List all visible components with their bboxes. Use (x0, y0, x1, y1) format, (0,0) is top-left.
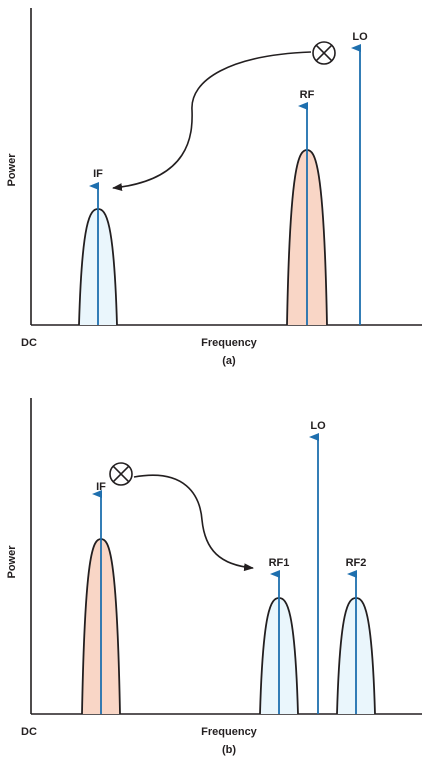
panel-a-caption: (a) (222, 355, 236, 367)
panel-a-origin-label: DC (21, 337, 37, 349)
panel-a-if-label: IF (93, 168, 103, 180)
panel-a-conversion-arrow (112, 51, 312, 192)
panel-b: IF LO RF1 RF2 Power DC Frequency (b) (6, 398, 422, 756)
panel-b-lo-label: LO (310, 420, 326, 432)
panel-a-y-axis-label: Power (6, 153, 18, 187)
panel-b-conversion-arrow (133, 474, 254, 572)
panel-b-x-axis-label: Frequency (201, 726, 258, 738)
panel-a-lo-label: LO (352, 31, 368, 43)
mixer-multiply-icon (312, 41, 336, 65)
panel-b-caption: (b) (222, 744, 236, 756)
panel-a: IF RF LO Power DC Frequency (a) (6, 8, 422, 367)
panel-a-x-axis-label: Frequency (201, 337, 258, 349)
panel-b-origin-label: DC (21, 726, 37, 738)
panel-b-rf2-label: RF2 (346, 557, 367, 569)
mixer-multiply-icon (109, 462, 133, 486)
panel-a-rf-label: RF (300, 89, 315, 101)
panel-b-y-axis-label: Power (6, 545, 18, 579)
panel-b-rf1-label: RF1 (269, 557, 290, 569)
panel-b-if-label: IF (96, 481, 106, 493)
